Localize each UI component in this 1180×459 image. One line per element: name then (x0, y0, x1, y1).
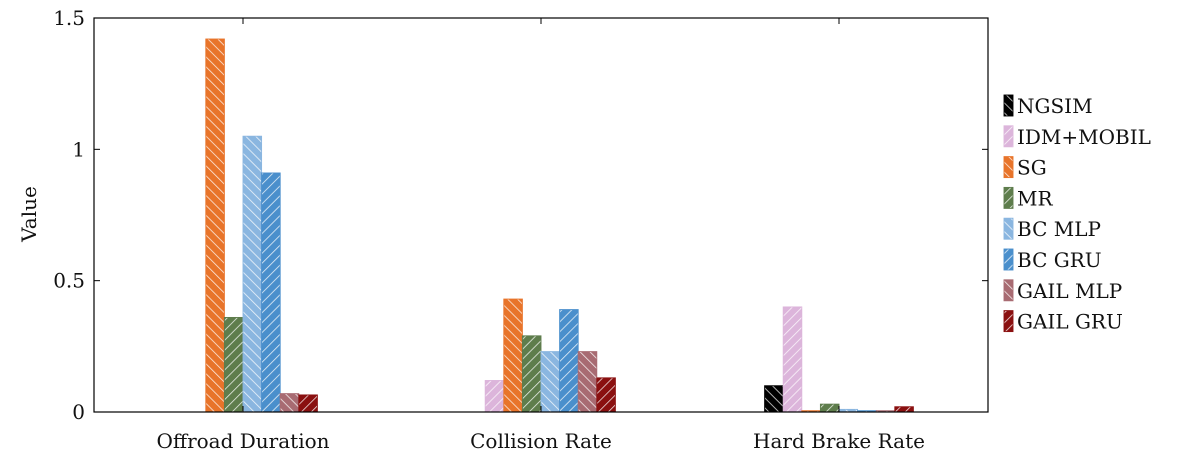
bar-gail-mlp-1 (577, 351, 598, 413)
legend-label: GAIL MLP (1017, 279, 1122, 303)
bar-sg-0 (205, 38, 225, 413)
legend-label: BC GRU (1017, 248, 1102, 272)
bar-gail-gru-2 (894, 406, 914, 413)
legend-swatch (1003, 248, 1014, 271)
y-axis-ticks: 0 0.5 1 1.5 (53, 6, 988, 424)
x-tick-label: Offroad Duration (156, 429, 329, 453)
bar-gail-mlp-0 (279, 393, 300, 413)
bar-mr-2 (819, 403, 840, 413)
legend-label: MR (1017, 186, 1053, 210)
bars-group (205, 38, 914, 413)
y-tick-label: 0.5 (53, 269, 85, 293)
bar-idm-mobil-2 (782, 306, 803, 413)
y-tick-label: 1 (72, 137, 85, 161)
legend-label: BC MLP (1017, 217, 1101, 241)
bar-bc-mlp-1 (540, 351, 561, 413)
x-axis-ticks: Offroad Duration Collision Rate Hard Brake… (156, 18, 925, 453)
legend-swatch (1003, 310, 1014, 333)
bar-ngsim-2 (764, 385, 784, 413)
bar-bc-gru-0 (261, 172, 281, 413)
bar-mr-0 (223, 316, 244, 413)
y-tick-label: 1.5 (53, 6, 85, 30)
legend-label: GAIL GRU (1017, 310, 1123, 334)
legend-label: NGSIM (1017, 94, 1093, 118)
legend-swatch (1003, 156, 1014, 179)
legend: NGSIM IDM+MOBIL SG MR BC MLP BC GRU GAIL MLP GA… (1003, 94, 1151, 334)
bar-sg-1 (503, 298, 523, 413)
legend-swatch (1003, 186, 1014, 209)
legend-label: SG (1017, 156, 1047, 180)
x-tick-label: Collision Rate (470, 429, 612, 453)
bar-bc-gru-1 (559, 309, 579, 413)
legend-swatch (1003, 125, 1014, 148)
bar-gail-gru-1 (596, 377, 616, 413)
legend-swatch (1003, 279, 1014, 302)
bar-gail-gru-0 (298, 394, 318, 413)
y-axis-title: Value (17, 186, 41, 243)
legend-swatch (1003, 217, 1014, 240)
legend-swatch (1003, 94, 1014, 117)
bar-mr-1 (521, 335, 542, 413)
y-tick-label: 0 (72, 400, 85, 424)
bar-idm-mobil-1 (484, 380, 505, 413)
bar-bc-mlp-0 (242, 135, 263, 413)
x-tick-label: Hard Brake Rate (753, 429, 925, 453)
legend-label: IDM+MOBIL (1017, 125, 1151, 149)
